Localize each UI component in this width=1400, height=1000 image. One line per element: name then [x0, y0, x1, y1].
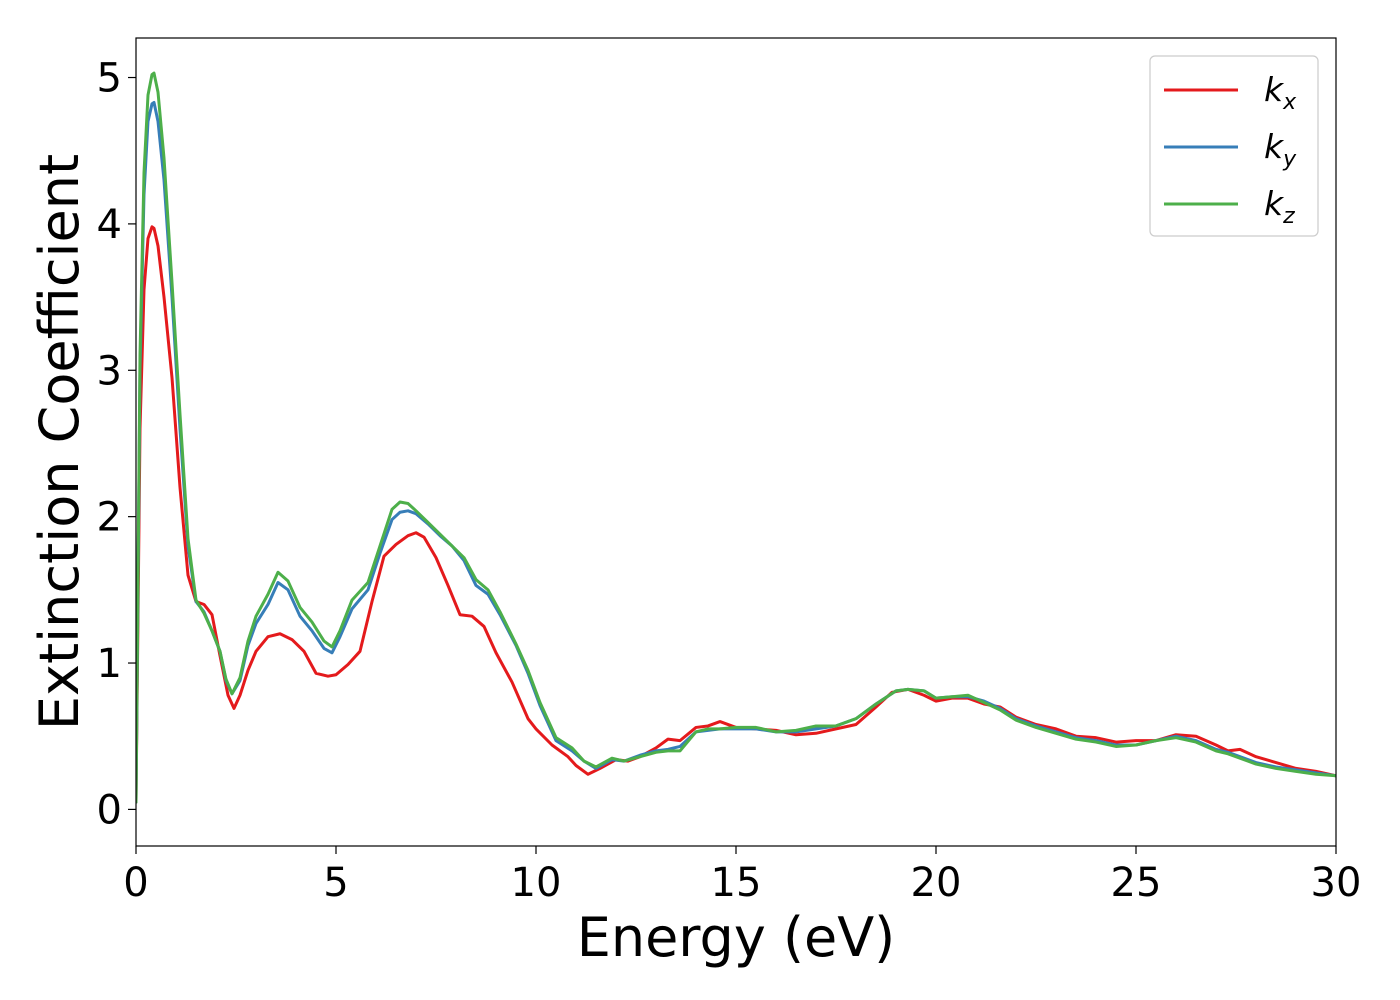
y-tick-label: 1 — [97, 641, 122, 687]
series-line-z — [136, 71, 1336, 804]
x-tick-label: 30 — [1311, 860, 1362, 906]
x-tick-label: 20 — [911, 860, 962, 906]
x-tick-label: 10 — [511, 860, 562, 906]
y-tick-label: 2 — [97, 495, 122, 541]
legend: kx ky kz — [1149, 55, 1319, 237]
legend-label-y: ky — [1264, 127, 1297, 172]
x-axis: 0 5 10 15 20 25 30 — [123, 846, 1361, 906]
x-axis-title: Energy (eV) — [577, 906, 896, 969]
y-axis: 0 1 2 3 4 5 — [97, 56, 136, 833]
plot-area — [135, 37, 1337, 847]
x-tick-label: 0 — [123, 860, 148, 906]
y-tick-label: 0 — [97, 787, 122, 833]
y-tick-label: 4 — [97, 202, 122, 248]
legend-label-x: kx — [1264, 70, 1297, 115]
legend-label-z: kz — [1264, 184, 1295, 229]
x-tick-label: 5 — [323, 860, 348, 906]
series-line-x — [136, 225, 1336, 804]
x-tick-label: 15 — [711, 860, 762, 906]
y-tick-label: 5 — [97, 56, 122, 102]
x-tick-label: 25 — [1111, 860, 1162, 906]
y-tick-label: 3 — [97, 348, 122, 394]
y-axis-title: Extinction Coefficient — [28, 154, 91, 730]
